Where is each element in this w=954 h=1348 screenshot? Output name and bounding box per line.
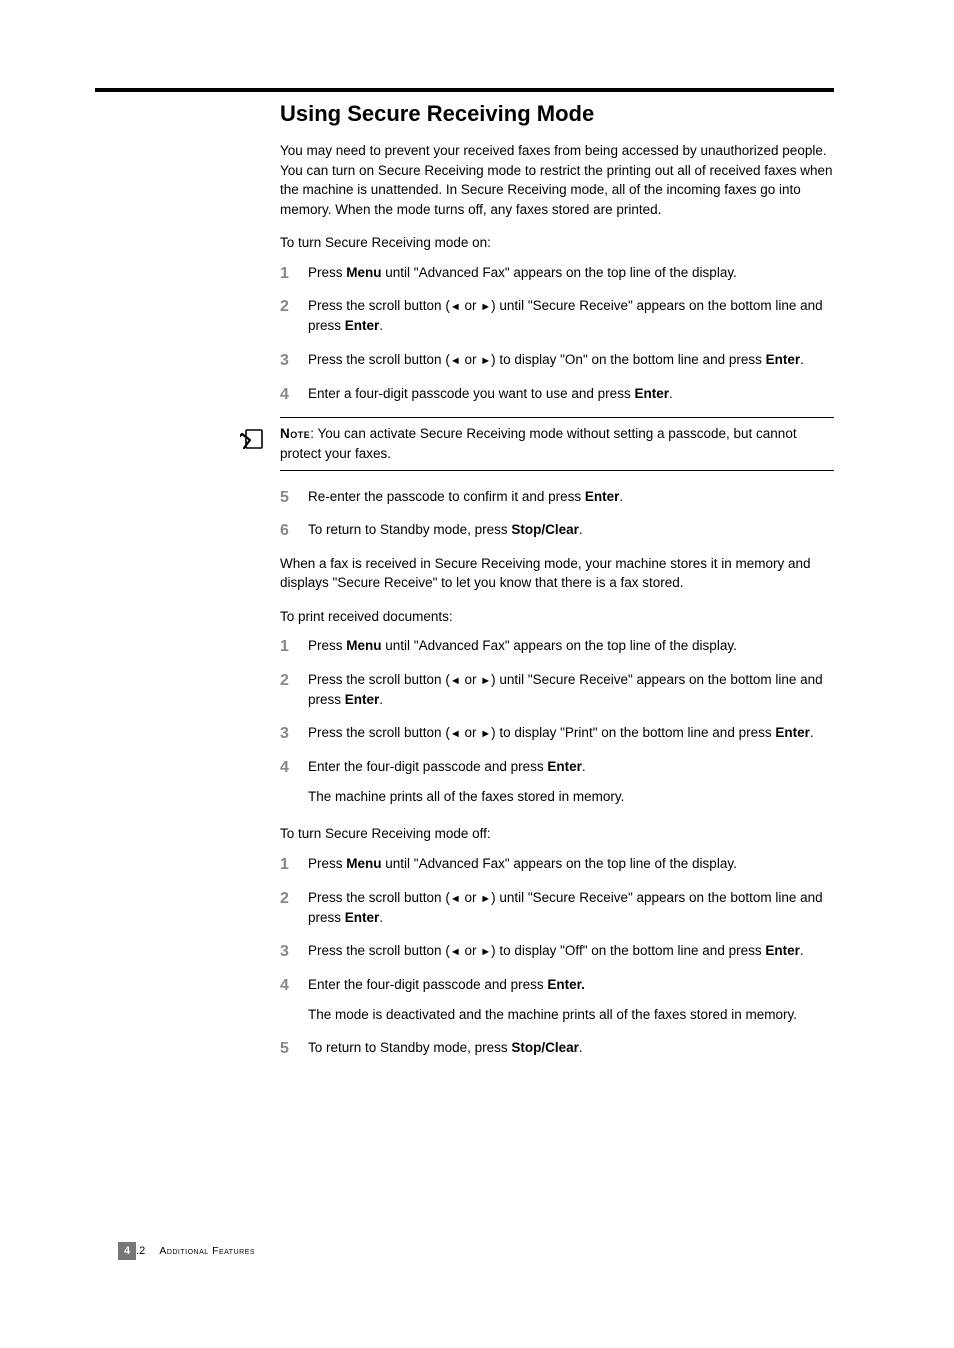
footer-section-label: Additional Features bbox=[159, 1245, 255, 1257]
left-arrow-icon: ◄ bbox=[450, 355, 461, 367]
page-footer: 4.2 Additional Features bbox=[118, 1242, 255, 1260]
note-text: Note: You can activate Secure Receiving … bbox=[280, 424, 834, 463]
step-on-3: Press the scroll button (◄ or ►) to disp… bbox=[280, 350, 834, 370]
step-off-5: To return to Standby mode, press Stop/Cl… bbox=[280, 1038, 834, 1058]
footer-chapter-number: 4 bbox=[118, 1242, 136, 1260]
step-on-4: Enter a four-digit passcode you want to … bbox=[280, 384, 834, 404]
main-content: Using Secure Receiving Mode You may need… bbox=[280, 101, 834, 1058]
left-arrow-icon: ◄ bbox=[450, 301, 461, 313]
left-arrow-icon: ◄ bbox=[450, 728, 461, 740]
step-on-1: Press Menu until "Advanced Fax" appears … bbox=[280, 263, 834, 283]
top-rule bbox=[95, 88, 834, 92]
step-print-3: Press the scroll button (◄ or ►) to disp… bbox=[280, 723, 834, 743]
page-title: Using Secure Receiving Mode bbox=[280, 101, 834, 127]
step-on-2: Press the scroll button (◄ or ►) until "… bbox=[280, 296, 834, 336]
step-off-1: Press Menu until "Advanced Fax" appears … bbox=[280, 854, 834, 874]
steps-turn-on: Press Menu until "Advanced Fax" appears … bbox=[280, 263, 834, 404]
step-on-5: Re-enter the passcode to confirm it and … bbox=[280, 487, 834, 507]
step-on-6: To return to Standby mode, press Stop/Cl… bbox=[280, 520, 834, 540]
note-rule-bottom bbox=[280, 470, 834, 471]
right-arrow-icon: ► bbox=[480, 893, 491, 905]
step-off-2: Press the scroll button (◄ or ►) until "… bbox=[280, 888, 834, 928]
section-c-lead: To turn Secure Receiving mode off: bbox=[280, 824, 834, 844]
section-a-lead: To turn Secure Receiving mode on: bbox=[280, 233, 834, 253]
section-b-lead: To print received documents: bbox=[280, 607, 834, 627]
note-block: Note: You can activate Secure Receiving … bbox=[240, 417, 834, 470]
footer-page-number: .2 bbox=[136, 1245, 145, 1257]
steps-turn-off: Press Menu until "Advanced Fax" appears … bbox=[280, 854, 834, 1058]
right-arrow-icon: ► bbox=[480, 728, 491, 740]
right-arrow-icon: ► bbox=[480, 675, 491, 687]
steps-print: Press Menu until "Advanced Fax" appears … bbox=[280, 636, 834, 806]
left-arrow-icon: ◄ bbox=[450, 675, 461, 687]
right-arrow-icon: ► bbox=[480, 301, 491, 313]
note-icon bbox=[240, 424, 280, 452]
right-arrow-icon: ► bbox=[480, 355, 491, 367]
intro-paragraph: You may need to prevent your received fa… bbox=[280, 141, 834, 219]
step-print-1: Press Menu until "Advanced Fax" appears … bbox=[280, 636, 834, 656]
step-off-4: Enter the four-digit passcode and press … bbox=[280, 975, 834, 1024]
step-print-4: Enter the four-digit passcode and press … bbox=[280, 757, 834, 806]
step-off-3: Press the scroll button (◄ or ►) to disp… bbox=[280, 941, 834, 961]
left-arrow-icon: ◄ bbox=[450, 893, 461, 905]
left-arrow-icon: ◄ bbox=[450, 946, 461, 958]
steps-turn-on-cont: Re-enter the passcode to confirm it and … bbox=[280, 487, 834, 540]
right-arrow-icon: ► bbox=[480, 946, 491, 958]
step-print-2: Press the scroll button (◄ or ►) until "… bbox=[280, 670, 834, 710]
mid-paragraph: When a fax is received in Secure Receivi… bbox=[280, 554, 834, 593]
